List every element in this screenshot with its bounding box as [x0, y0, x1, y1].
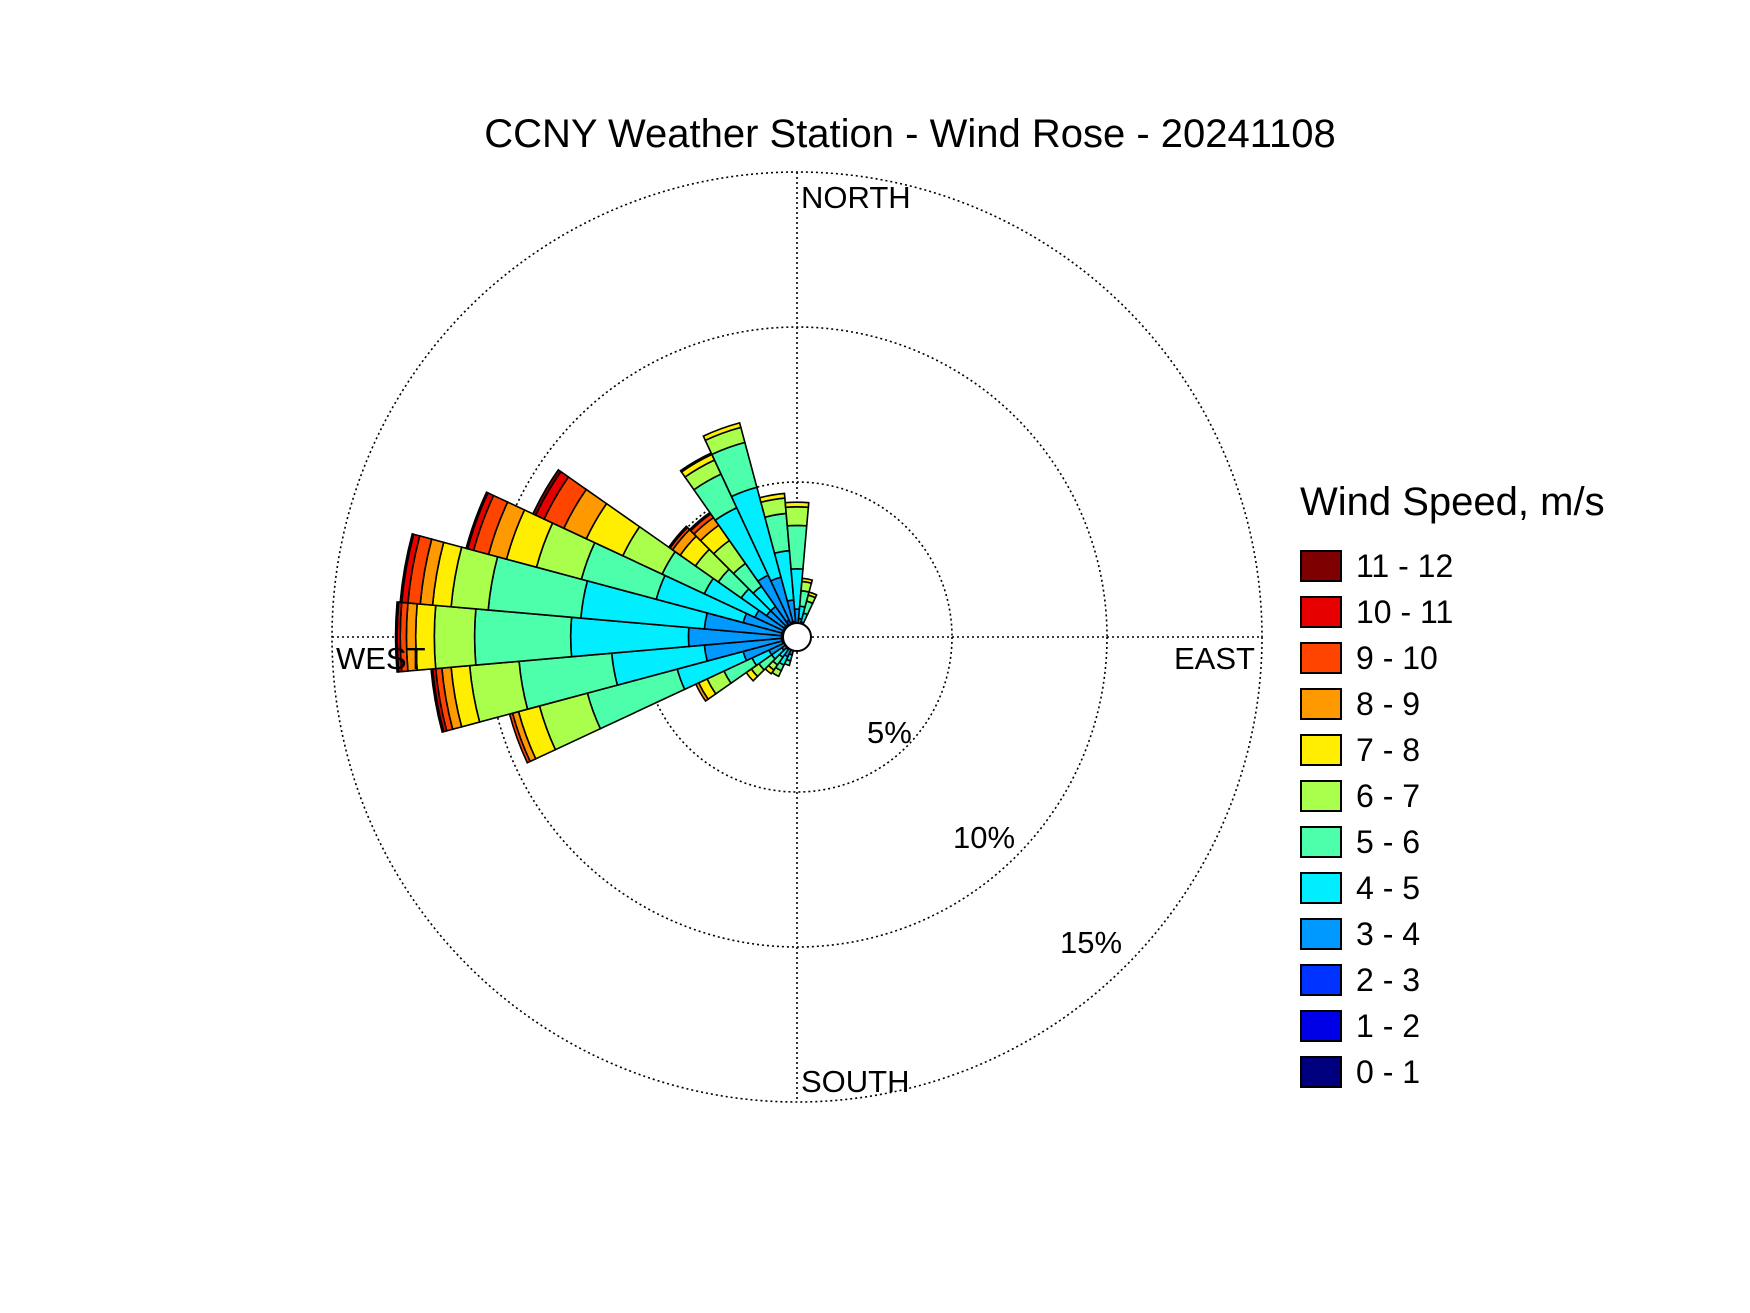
legend-item: 5 - 6 [1300, 819, 1605, 865]
legend-swatch [1300, 688, 1342, 720]
rose-segment-270-speed-6 [784, 506, 810, 527]
legend-item: 7 - 8 [1300, 727, 1605, 773]
legend-item: 8 - 9 [1300, 681, 1605, 727]
legend-label: 3 - 4 [1356, 915, 1421, 952]
legend-swatch [1300, 964, 1342, 996]
legend-label: 11 - 12 [1356, 547, 1454, 584]
legend-swatch [1300, 918, 1342, 950]
legend-label: 5 - 6 [1356, 823, 1421, 860]
legend-swatch [1300, 780, 1342, 812]
legend: Wind Speed, m/s 11 - 12 10 - 11 9 - 10 8 - … [1300, 480, 1605, 1095]
legend-label: 6 - 7 [1356, 777, 1421, 814]
rose-segment-180-speed-11 [394, 601, 400, 673]
rose-segment-280-speed-7 [800, 577, 814, 585]
legend-swatch [1300, 826, 1342, 858]
ring-label-10: 10% [953, 820, 1015, 855]
direction-label-south: SOUTH [801, 1064, 910, 1099]
ring-label-5: 5% [867, 715, 912, 750]
ring-label-15: 15% [1060, 925, 1122, 960]
legend-label: 10 - 11 [1356, 593, 1454, 630]
legend-item: 11 - 12 [1300, 543, 1605, 589]
direction-label-north: NORTH [801, 180, 911, 215]
legend-item: 9 - 10 [1300, 635, 1605, 681]
rose-segment-180-speed-6 [433, 604, 477, 670]
legend-label: 7 - 8 [1356, 731, 1421, 768]
rose-segment-210-speed-11 [531, 468, 562, 517]
legend-item: 6 - 7 [1300, 773, 1605, 819]
legend-label: 1 - 2 [1356, 1007, 1421, 1044]
rose-segment-250-speed-7 [702, 421, 742, 442]
rose-segment-290-speed-7 [807, 591, 818, 599]
legend-label: 0 - 1 [1356, 1053, 1421, 1090]
legend-label: 8 - 9 [1356, 685, 1421, 722]
direction-label-east: EAST [1174, 641, 1255, 676]
legend-item: 10 - 11 [1300, 589, 1605, 635]
legend-item: 2 - 3 [1300, 957, 1605, 1003]
legend-swatch [1300, 1010, 1342, 1042]
legend-swatch [1300, 734, 1342, 766]
legend-label: 4 - 5 [1356, 869, 1421, 906]
rose-segment-270-speed-5 [786, 524, 808, 570]
legend-label: 2 - 3 [1356, 961, 1421, 998]
legend-swatch [1300, 1056, 1342, 1088]
legend-swatch [1300, 550, 1342, 582]
legend-item: 0 - 1 [1300, 1049, 1605, 1095]
legend-swatch [1300, 642, 1342, 674]
legend-label: 9 - 10 [1356, 639, 1438, 676]
legend-items: 11 - 12 10 - 11 9 - 10 8 - 9 7 - 8 6 - 7 5 - 6… [1300, 543, 1605, 1095]
legend-title: Wind Speed, m/s [1300, 480, 1605, 524]
rose-segment-190-speed-11 [399, 532, 415, 604]
rose-segment-260-speed-7 [758, 492, 786, 504]
direction-label-west: WEST [336, 641, 426, 676]
legend-item: 1 - 2 [1300, 1003, 1605, 1049]
rose-segment-220-speed-10 [667, 525, 689, 550]
legend-item: 4 - 5 [1300, 865, 1605, 911]
wind-rose-bars [394, 421, 818, 764]
rose-segment-200-speed-11 [465, 491, 490, 550]
rose-segment-180-speed-5 [473, 608, 573, 666]
legend-swatch [1300, 872, 1342, 904]
chart-title: CCNY Weather Station - Wind Rose - 20241… [484, 112, 1336, 156]
legend-swatch [1300, 596, 1342, 628]
rose-segment-270-speed-7 [784, 501, 810, 509]
legend-item: 3 - 4 [1300, 911, 1605, 957]
calm-center [782, 622, 812, 652]
